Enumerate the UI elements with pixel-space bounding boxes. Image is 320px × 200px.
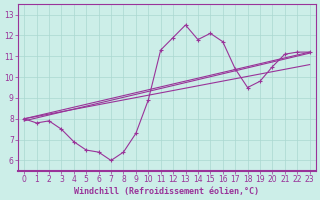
X-axis label: Windchill (Refroidissement éolien,°C): Windchill (Refroidissement éolien,°C) <box>74 187 260 196</box>
